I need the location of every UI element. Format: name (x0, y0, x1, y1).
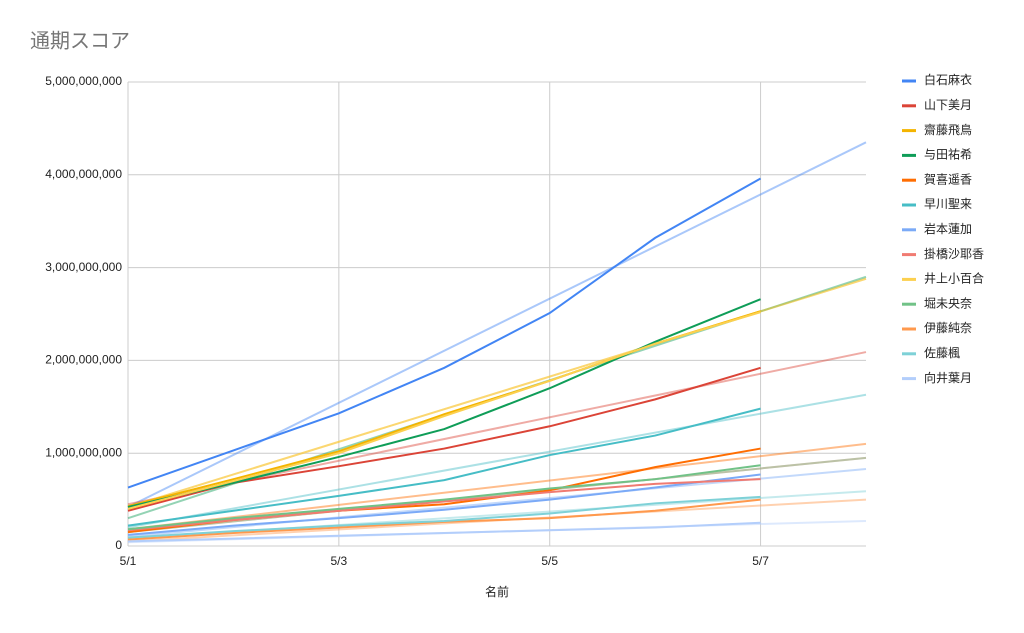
series-line (127, 473, 761, 536)
legend-label: 佐藤楓 (924, 345, 960, 360)
legend-label: 伊藤純奈 (924, 321, 972, 335)
x-tick-label: 5/7 (752, 554, 769, 568)
x-tick-label: 5/3 (331, 554, 348, 568)
x-axis-title: 名前 (485, 584, 509, 599)
series-line (127, 478, 761, 532)
series-line (127, 311, 761, 510)
series-line (127, 407, 761, 527)
trendline (127, 141, 867, 508)
series-line (127, 177, 762, 489)
legend-label: 掛橋沙耶香 (924, 246, 984, 261)
series-line (127, 495, 761, 539)
series-line (127, 464, 761, 531)
y-tick-label: 3,000,000,000 (45, 260, 122, 274)
legend-label: 賀喜遥香 (924, 172, 972, 186)
series-line (127, 521, 761, 543)
trendline (127, 393, 867, 529)
legend-label: 井上小百合 (924, 271, 984, 286)
legend-label: 向井葉月 (924, 370, 972, 385)
legend-label: 山下美月 (924, 98, 972, 112)
legend-label: 堀未央奈 (924, 295, 972, 310)
legend-label: 早川聖来 (924, 197, 972, 211)
legend-label: 白石麻衣 (924, 72, 972, 87)
legend-label: 齋藤飛鳥 (924, 122, 972, 137)
chart-title: 通期スコア (30, 29, 130, 52)
trendline (127, 442, 867, 531)
legend-label: 岩本蓮加 (924, 221, 972, 236)
legend-label: 与田祐希 (924, 147, 972, 162)
y-tick-label: 4,000,000,000 (45, 167, 122, 181)
x-tick-label: 5/1 (120, 554, 137, 568)
y-tick-label: 2,000,000,000 (45, 353, 122, 367)
series-line (127, 298, 761, 508)
x-tick-label: 5/5 (541, 554, 558, 568)
y-tick-label: 1,000,000,000 (45, 445, 122, 459)
y-tick-label: 5,000,000,000 (45, 74, 122, 88)
y-tick-label: 0 (115, 538, 122, 552)
